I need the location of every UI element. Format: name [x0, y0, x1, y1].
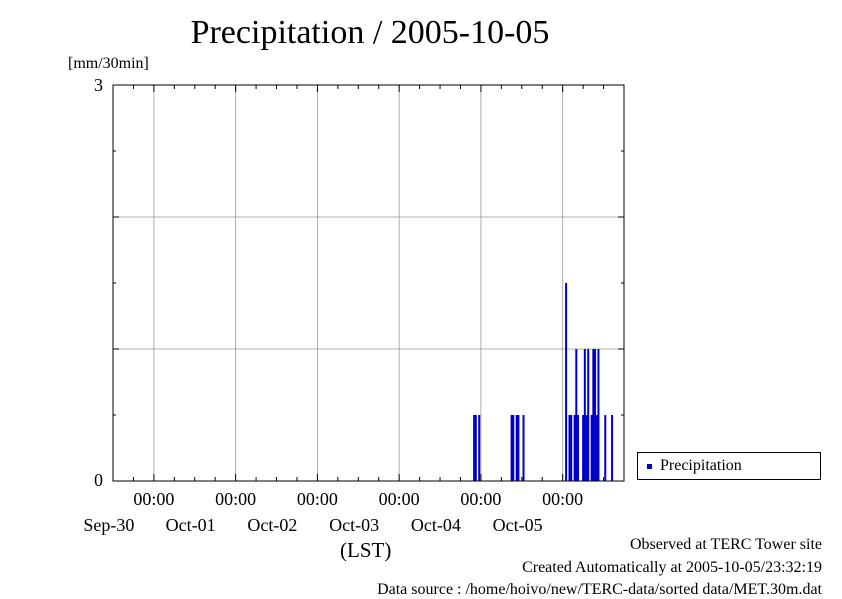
legend-swatch [647, 464, 652, 469]
x-tick-time-label: 00:00 [378, 489, 420, 509]
footer-observed: Observed at TERC Tower site [629, 536, 822, 553]
precipitation-bar [577, 415, 580, 481]
precipitation-bar [570, 415, 573, 481]
precipitation-bar [512, 415, 515, 481]
chart-title: Precipitation / 2005-10-05 [190, 14, 550, 51]
y-tick-label-top: 3 [94, 75, 103, 95]
precipitation-bar [595, 415, 598, 481]
precipitation-bar [510, 415, 513, 481]
legend: Precipitation [637, 452, 821, 480]
precipitation-bar [592, 349, 595, 481]
x-tick-date-label: Oct-02 [247, 515, 298, 535]
precipitation-bar [568, 415, 571, 481]
precipitation-bar [583, 349, 586, 481]
x-tick-time-label: 00:00 [133, 489, 175, 509]
x-tick-date-label: Oct-04 [410, 515, 461, 535]
x-tick-date-label: Oct-01 [165, 515, 216, 535]
precipitation-bar [587, 349, 590, 481]
x-tick-time-label: 00:00 [460, 489, 502, 509]
precipitation-bar [517, 415, 520, 481]
precipitation-bar [611, 415, 614, 481]
x-tick-date-label: Oct-05 [492, 515, 543, 535]
plot-frame [112, 84, 625, 482]
grid-lines [113, 85, 624, 481]
precipitation-bar [597, 349, 600, 481]
precipitation-bar [478, 415, 481, 481]
precipitation-bar [522, 415, 525, 481]
legend-label: Precipitation [660, 457, 742, 474]
precipitation-bar [573, 415, 576, 481]
x-tick-time-label: 00:00 [296, 489, 338, 509]
x-tick-time-label: 00:00 [215, 489, 257, 509]
x-tick-date-label: Sep-30 [83, 515, 135, 535]
precipitation-bars [473, 283, 614, 481]
precipitation-bar [604, 415, 607, 481]
footer-source: Data source : /home/hoivo/new/TERC-data/… [377, 581, 822, 598]
x-axis-label: (LST) [340, 538, 392, 562]
footer-created: Created Automatically at 2005-10-05/23:3… [522, 559, 822, 576]
axis-ticks [112, 84, 625, 482]
y-axis-unit: [mm/30min] [68, 55, 149, 72]
precipitation-bar [473, 415, 476, 481]
x-tick-date-label: Oct-03 [329, 515, 380, 535]
x-tick-time-label: 00:00 [542, 489, 584, 509]
precipitation-bar [575, 349, 578, 481]
precipitation-bar [590, 415, 593, 481]
precipitation-bar [582, 415, 585, 481]
y-tick-label-bottom: 0 [94, 470, 103, 490]
precipitation-bar [585, 415, 588, 481]
precipitation-bar [565, 283, 568, 481]
precipitation-bar [515, 415, 518, 481]
precipitation-bar [594, 349, 597, 481]
precipitation-bar [474, 415, 477, 481]
